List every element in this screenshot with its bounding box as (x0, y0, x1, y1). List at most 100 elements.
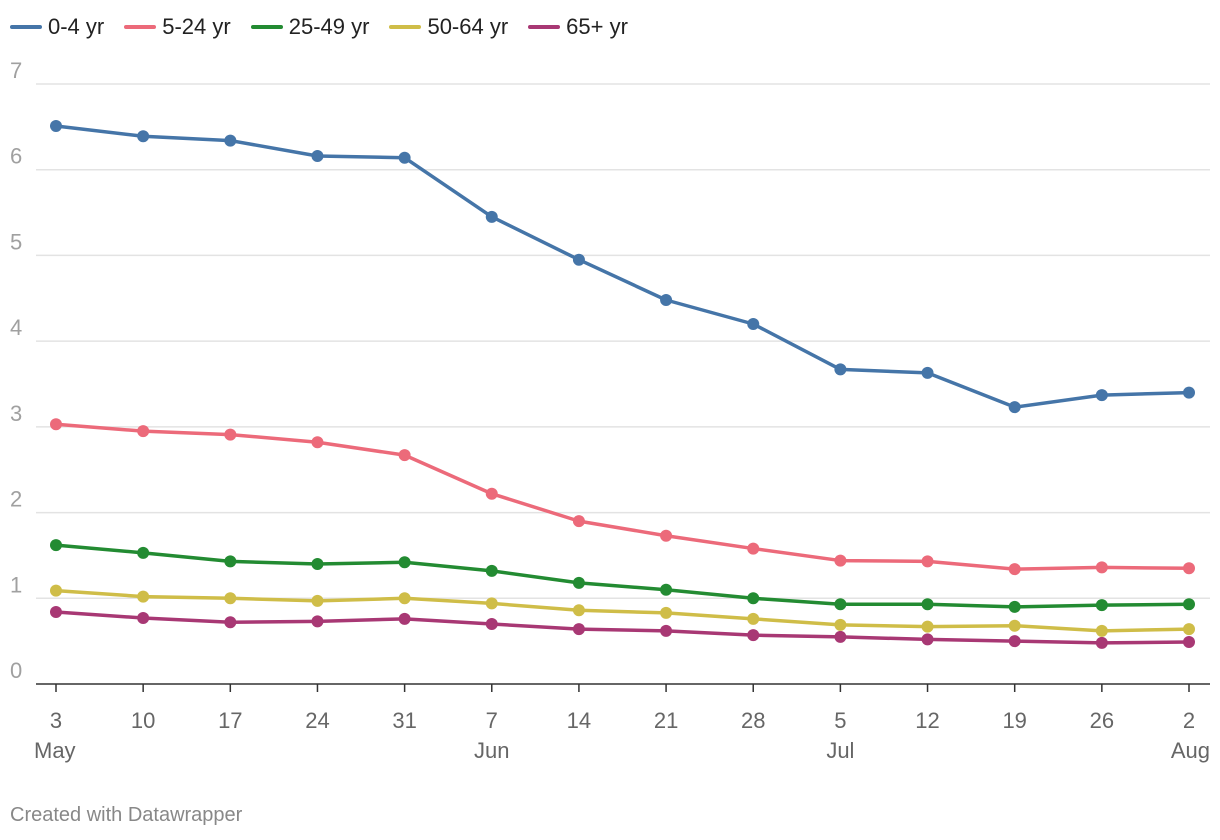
y-tick-label: 3 (10, 401, 22, 426)
data-point (572, 623, 585, 636)
data-point (1095, 624, 1108, 637)
data-point (1008, 635, 1021, 648)
data-point (1095, 389, 1108, 402)
data-point (485, 618, 498, 630)
data-point (572, 576, 585, 589)
data-point (572, 253, 585, 266)
data-point (1183, 636, 1195, 648)
data-point (398, 556, 411, 569)
data-point (398, 612, 411, 625)
x-tick-label: 24 (305, 708, 329, 733)
series-line-0-4-yr (54, 124, 1191, 409)
legend-swatch (10, 25, 42, 29)
data-point (1008, 619, 1021, 632)
y-tick-label: 2 (10, 487, 22, 512)
x-month-label: Aug (1171, 738, 1210, 763)
x-tick-label: 14 (567, 708, 591, 733)
legend-swatch (389, 25, 422, 29)
data-point (1095, 636, 1108, 649)
data-point (1183, 562, 1195, 575)
x-tick-label: 7 (486, 708, 498, 733)
data-point (311, 594, 324, 607)
data-point (224, 616, 237, 629)
x-month-label: Jun (474, 738, 509, 763)
legend-swatch (528, 25, 561, 29)
legend-item: 25-49 yr (250, 14, 370, 40)
data-point (1008, 401, 1021, 414)
legend: 0-4 yr 5-24 yr 25-49 yr 50-64 yr 65+ yr (10, 14, 648, 40)
data-point (660, 529, 673, 542)
y-tick-label: 6 (10, 144, 22, 169)
data-point (311, 150, 324, 162)
legend-item: 65+ yr (528, 14, 628, 40)
x-tick-label: 28 (741, 708, 765, 733)
x-tick-label: 12 (915, 708, 939, 733)
y-tick-label: 5 (10, 229, 22, 254)
x-tick-label: 3 (50, 708, 62, 733)
data-point (834, 554, 847, 567)
x-tick-label: 5 (834, 708, 846, 733)
legend-item: 50-64 yr (389, 14, 508, 40)
y-tick-label: 7 (10, 58, 22, 83)
data-point (224, 555, 237, 568)
x-month-label: Jul (826, 738, 854, 763)
data-point (137, 546, 150, 559)
data-point (311, 436, 324, 449)
legend-label: 5-24 yr (162, 14, 231, 39)
data-point (660, 624, 673, 637)
x-tick-label: 26 (1090, 708, 1114, 733)
series-line-5-24-yr (54, 422, 1191, 571)
data-point (834, 618, 847, 631)
y-tick-label: 0 (10, 658, 22, 683)
x-tick-label: 10 (131, 708, 155, 733)
data-point (224, 134, 237, 147)
legend-label: 65+ yr (566, 14, 628, 39)
data-point (660, 583, 673, 596)
data-point (834, 363, 847, 376)
data-point (311, 615, 324, 628)
data-point (747, 612, 760, 625)
data-point (398, 449, 411, 462)
data-point (485, 597, 498, 610)
data-point (485, 210, 498, 223)
y-tick-label: 4 (10, 315, 22, 340)
data-point (1183, 623, 1195, 636)
x-tick-label: 2 (1183, 708, 1195, 733)
data-point (1008, 563, 1021, 576)
legend-swatch (250, 25, 283, 29)
x-tick-label: 19 (1002, 708, 1026, 733)
legend-item: 0-4 yr (10, 14, 104, 40)
data-point (921, 620, 934, 633)
data-point (1183, 598, 1195, 611)
data-point (398, 151, 411, 164)
data-point (50, 418, 62, 431)
data-point (660, 294, 673, 306)
x-tick-label: 31 (392, 708, 416, 733)
data-point (485, 564, 498, 577)
data-point (921, 366, 934, 379)
data-point (137, 612, 150, 624)
x-tick-label: 17 (218, 708, 242, 733)
series-line-65-yr (54, 610, 1191, 645)
data-point (1095, 599, 1108, 612)
data-point (1183, 386, 1195, 399)
series-line-25-49-yr (54, 543, 1191, 609)
y-tick-label: 1 (10, 572, 22, 597)
legend-label: 50-64 yr (427, 14, 509, 39)
data-point (137, 425, 150, 438)
data-point (50, 584, 62, 597)
data-point (747, 629, 760, 642)
data-point (572, 515, 585, 528)
data-point (572, 604, 585, 617)
data-point (921, 598, 934, 611)
legend-label: 25-49 yr (288, 14, 370, 39)
legend-label: 0-4 yr (48, 14, 105, 39)
data-point (1008, 600, 1021, 613)
legend-swatch (124, 25, 157, 29)
legend-item: 5-24 yr (124, 14, 231, 40)
data-point (921, 555, 934, 568)
data-point (137, 590, 150, 603)
data-point (834, 630, 847, 643)
data-point (485, 487, 498, 500)
